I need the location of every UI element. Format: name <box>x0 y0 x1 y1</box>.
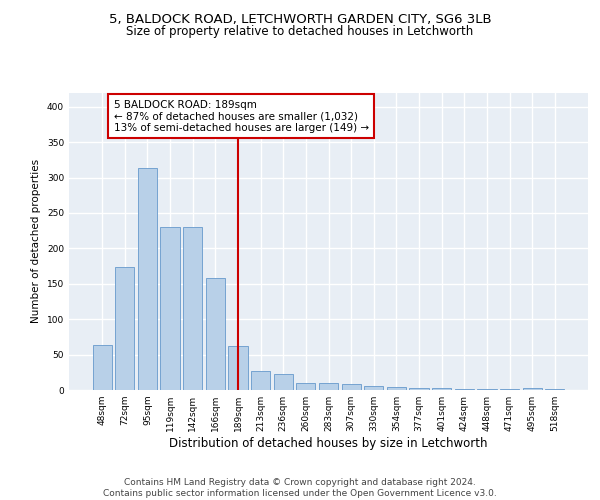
Bar <box>409 388 428 390</box>
Bar <box>206 278 225 390</box>
Bar <box>364 386 383 390</box>
Bar <box>545 388 565 390</box>
Text: 5, BALDOCK ROAD, LETCHWORTH GARDEN CITY, SG6 3LB: 5, BALDOCK ROAD, LETCHWORTH GARDEN CITY,… <box>109 12 491 26</box>
Y-axis label: Number of detached properties: Number of detached properties <box>31 159 41 324</box>
Bar <box>229 346 248 390</box>
Text: Size of property relative to detached houses in Letchworth: Size of property relative to detached ho… <box>127 25 473 38</box>
Bar <box>523 388 542 390</box>
Bar <box>138 168 157 390</box>
Bar <box>274 374 293 390</box>
Text: Contains HM Land Registry data © Crown copyright and database right 2024.
Contai: Contains HM Land Registry data © Crown c… <box>103 478 497 498</box>
Bar <box>92 344 112 390</box>
X-axis label: Distribution of detached houses by size in Letchworth: Distribution of detached houses by size … <box>169 437 488 450</box>
Text: 5 BALDOCK ROAD: 189sqm
← 87% of detached houses are smaller (1,032)
13% of semi-: 5 BALDOCK ROAD: 189sqm ← 87% of detached… <box>113 100 368 133</box>
Bar <box>115 267 134 390</box>
Bar <box>432 388 451 390</box>
Bar <box>160 227 180 390</box>
Bar <box>455 388 474 390</box>
Bar <box>251 371 270 390</box>
Bar <box>387 387 406 390</box>
Bar <box>477 388 497 390</box>
Bar <box>341 384 361 390</box>
Bar <box>296 383 316 390</box>
Bar <box>183 227 202 390</box>
Bar <box>319 383 338 390</box>
